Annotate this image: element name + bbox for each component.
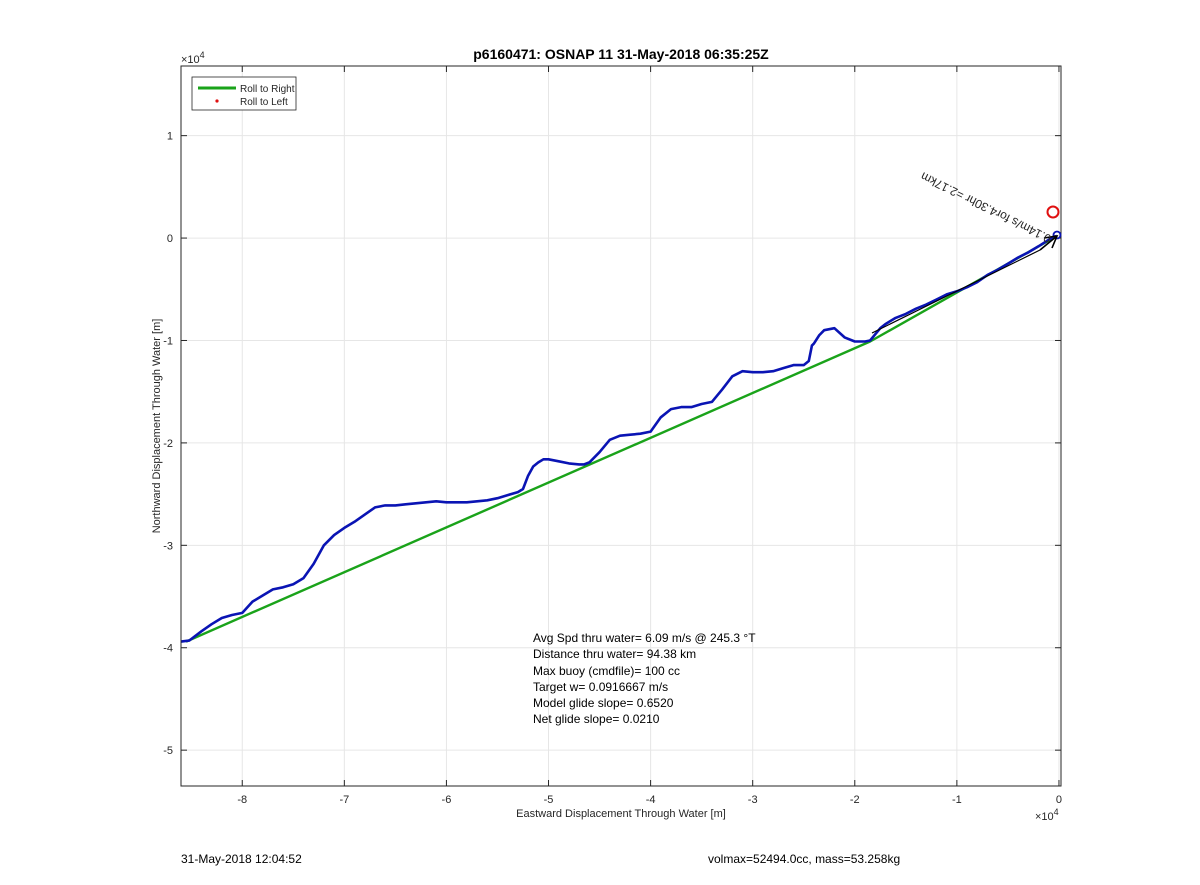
y-tick-label: -2 xyxy=(163,438,173,450)
ticks: -8 -7 -6 -5 -4 -3 -2 -1 0 -5 -4 -3 -2 -1 0 1 xyxy=(163,66,1062,806)
y-tick-label: 0 xyxy=(167,233,173,245)
series-layer xyxy=(180,234,1058,643)
current-vector-arrowhead xyxy=(1043,234,1059,249)
legend-swatch-roll-left xyxy=(215,99,219,103)
x-tick-label: -8 xyxy=(237,794,247,806)
x-tick-label: -5 xyxy=(544,794,554,806)
legend-box xyxy=(191,76,297,111)
y-axis-label: Northward Displacement Through Water [m] xyxy=(151,319,163,534)
plot-area xyxy=(181,66,1061,786)
x-tick-label: -4 xyxy=(646,794,656,806)
legend-label-roll-right: Roll to Right xyxy=(240,84,295,95)
x-multiplier: ×104 xyxy=(1035,807,1059,823)
x-tick-label: -1 xyxy=(952,794,962,806)
grid xyxy=(181,66,1061,786)
start-position-marker xyxy=(1052,230,1062,240)
footer-summary: volmax=52494.0cc, mass=53.258kg xyxy=(708,852,901,866)
y-multiplier: ×104 xyxy=(181,50,205,66)
dive-track xyxy=(180,234,1058,643)
stat-max-buoy: Max buoy (cmdfile)= 100 cc xyxy=(533,664,680,678)
x-tick-label: -3 xyxy=(748,794,758,806)
legend-label-roll-left: Roll to Left xyxy=(240,97,288,108)
stat-model-glide-slope: Model glide slope= 0.6520 xyxy=(533,696,674,710)
x-tick-label: -2 xyxy=(850,794,860,806)
y-tick-label: -1 xyxy=(163,335,173,347)
stats-block: Avg Spd thru water= 6.09 m/s @ 245.3 °T … xyxy=(533,631,756,726)
current-vector-arrow xyxy=(1039,235,1058,251)
y-tick-label: -5 xyxy=(163,745,173,757)
footer-timestamp: 31-May-2018 12:04:52 xyxy=(181,852,302,866)
x-tick-label: 0 xyxy=(1056,794,1062,806)
stat-distance: Distance thru water= 94.38 km xyxy=(533,647,696,661)
x-axis-label: Eastward Displacement Through Water [m] xyxy=(516,808,726,820)
x-tick-label: -6 xyxy=(442,794,452,806)
stat-target-w: Target w= 0.0916667 m/s xyxy=(533,680,668,694)
surface-position-marker xyxy=(1046,205,1060,219)
y-tick-label: -4 xyxy=(163,643,173,655)
chart-title: p6160471: OSNAP 11 31-May-2018 06:35:25Z xyxy=(473,46,769,62)
x-tick-label: -7 xyxy=(339,794,349,806)
y-tick-label: -3 xyxy=(163,540,173,552)
stat-net-glide-slope: Net glide slope= 0.0210 xyxy=(533,712,660,726)
stat-avg-speed: Avg Spd thru water= 6.09 m/s @ 245.3 °T xyxy=(533,631,756,645)
plot-frame xyxy=(180,65,1062,787)
legend: Roll to Right Roll to Left xyxy=(191,76,297,111)
y-tick-label: 1 xyxy=(167,131,173,143)
drift-segment xyxy=(871,249,1041,334)
